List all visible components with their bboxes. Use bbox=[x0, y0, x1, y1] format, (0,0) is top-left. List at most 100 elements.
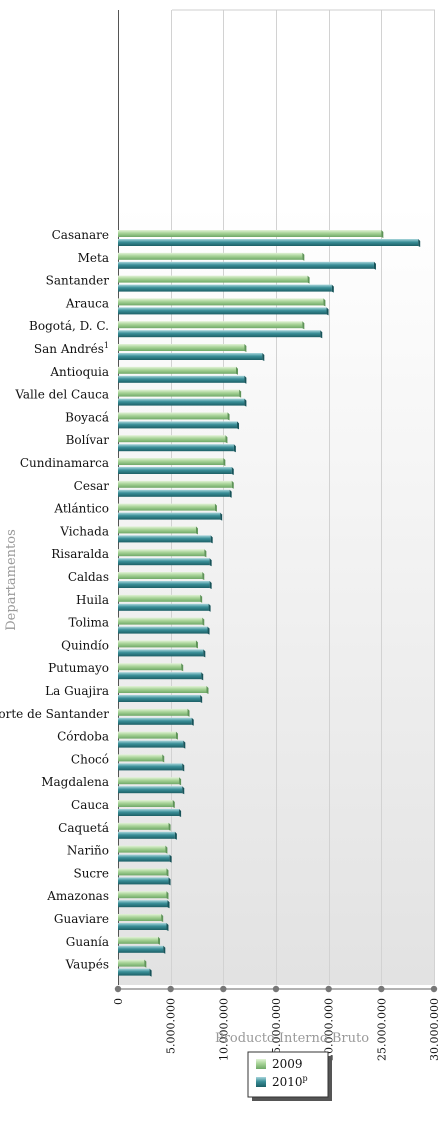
bar-end bbox=[172, 800, 175, 808]
bar-2009-6 bbox=[118, 366, 238, 375]
category-label-text: Santander bbox=[46, 274, 110, 288]
legend-label-2009: 2009 bbox=[272, 1057, 303, 1071]
bar-end bbox=[235, 366, 238, 375]
bars bbox=[118, 230, 421, 977]
bar-face bbox=[118, 412, 228, 420]
bar-2009-23 bbox=[118, 754, 165, 763]
category-label: Bogotá, D. C. bbox=[29, 319, 109, 333]
bar-face bbox=[118, 686, 207, 693]
category-label-text: Huila bbox=[76, 593, 109, 607]
x-axis-title: Producto Interno Bruto bbox=[215, 1031, 369, 1046]
bar-end bbox=[169, 854, 172, 863]
bar-2010-18 bbox=[118, 649, 206, 658]
bar-face bbox=[118, 344, 245, 351]
category-label: Amazonas bbox=[46, 889, 109, 903]
bar-end bbox=[200, 594, 203, 603]
bar-end bbox=[231, 480, 234, 489]
bar-face bbox=[118, 330, 321, 338]
bar-2009-29 bbox=[118, 891, 169, 900]
y-axis-title: Departamentos bbox=[4, 529, 19, 631]
x-tick-marker bbox=[167, 985, 174, 993]
bar-face bbox=[118, 854, 170, 862]
gridlines bbox=[171, 10, 435, 985]
category-label: Guanía bbox=[66, 935, 109, 949]
bar-end bbox=[144, 959, 147, 968]
category-label-text: Guaviare bbox=[54, 912, 109, 926]
bar-2010-31 bbox=[118, 945, 166, 954]
bar-end bbox=[202, 617, 205, 626]
bar-end bbox=[237, 421, 240, 430]
x-tick-marker bbox=[325, 985, 332, 993]
bar-2010-10 bbox=[118, 467, 234, 475]
bar-face bbox=[118, 777, 180, 785]
bar-face bbox=[118, 822, 169, 830]
category-label-text: Vaupés bbox=[65, 958, 109, 972]
category-labels: Casanare Meta Santander Arauca Bogotá, D. C.… bbox=[0, 228, 109, 972]
bar-face bbox=[118, 626, 208, 634]
bar-2010-26 bbox=[118, 831, 177, 840]
bar-face bbox=[118, 526, 196, 534]
category-label: Atlántico bbox=[53, 502, 109, 516]
category-label-text: Vichada bbox=[59, 524, 109, 538]
bar-end bbox=[149, 968, 152, 977]
category-label-text: San Andrés bbox=[34, 342, 104, 356]
bar-2010-20 bbox=[118, 695, 203, 703]
bar-end bbox=[191, 717, 194, 726]
bar-2010-5 bbox=[118, 353, 265, 361]
bar-face bbox=[118, 307, 327, 315]
bar-2010-17 bbox=[118, 626, 210, 635]
bar-face bbox=[118, 239, 419, 246]
bar-face bbox=[118, 914, 162, 921]
category-label-text: Putumayo bbox=[48, 661, 109, 675]
bar-end bbox=[239, 389, 242, 398]
category-label: Caldas bbox=[68, 570, 109, 584]
bar-2009-9 bbox=[118, 435, 228, 444]
bar-2009-24 bbox=[118, 777, 182, 786]
bar-end bbox=[231, 467, 234, 475]
bar-face bbox=[118, 230, 382, 237]
bar-end bbox=[233, 444, 236, 453]
bar-end bbox=[418, 239, 421, 247]
x-tick-label: 15.000.000 bbox=[270, 998, 283, 1061]
category-label: Tolima bbox=[68, 616, 109, 630]
category-label: Vichada bbox=[59, 524, 109, 538]
category-label-text: Guanía bbox=[66, 935, 109, 949]
bar-2010-12 bbox=[118, 512, 223, 521]
legend-label-2010: 2010p bbox=[272, 1074, 308, 1089]
bar-end bbox=[373, 261, 376, 270]
bar-2009-1 bbox=[118, 252, 305, 261]
bar-end bbox=[179, 777, 182, 786]
bar-face bbox=[118, 672, 202, 680]
category-label-text: Risaralda bbox=[51, 547, 109, 561]
category-label-text: Tolima bbox=[68, 616, 109, 630]
category-label: Cauca bbox=[71, 798, 109, 812]
category-label: Caquetá bbox=[58, 821, 109, 835]
category-label: San Andrés1 bbox=[34, 341, 109, 356]
bar-face bbox=[118, 581, 210, 588]
bar-2010-28 bbox=[118, 877, 171, 886]
bar-2010-24 bbox=[118, 786, 185, 795]
bar-2010-16 bbox=[118, 603, 211, 612]
bar-2009-17 bbox=[118, 617, 205, 626]
category-label-text: Meta bbox=[78, 251, 109, 265]
bar-face bbox=[118, 480, 232, 488]
category-label: Antioquia bbox=[49, 365, 109, 379]
bar-face bbox=[118, 435, 226, 443]
bar-end bbox=[323, 298, 326, 307]
bar-end bbox=[307, 275, 310, 284]
bar-2009-19 bbox=[118, 663, 184, 672]
category-label: Córdoba bbox=[57, 730, 109, 744]
bar-2010-29 bbox=[118, 900, 170, 909]
bar-end bbox=[302, 321, 305, 330]
category-label-text: Boyacá bbox=[65, 410, 109, 424]
bar-face bbox=[118, 512, 221, 520]
category-label: Santander bbox=[46, 274, 110, 288]
bar-end bbox=[201, 672, 204, 681]
category-label-text: Córdoba bbox=[57, 730, 109, 744]
category-label: Cundinamarca bbox=[20, 456, 109, 470]
bar-end bbox=[182, 786, 185, 795]
bar-end bbox=[203, 649, 206, 658]
bar-face bbox=[118, 717, 192, 725]
bar-face bbox=[118, 444, 234, 452]
bar-2010-11 bbox=[118, 489, 232, 498]
